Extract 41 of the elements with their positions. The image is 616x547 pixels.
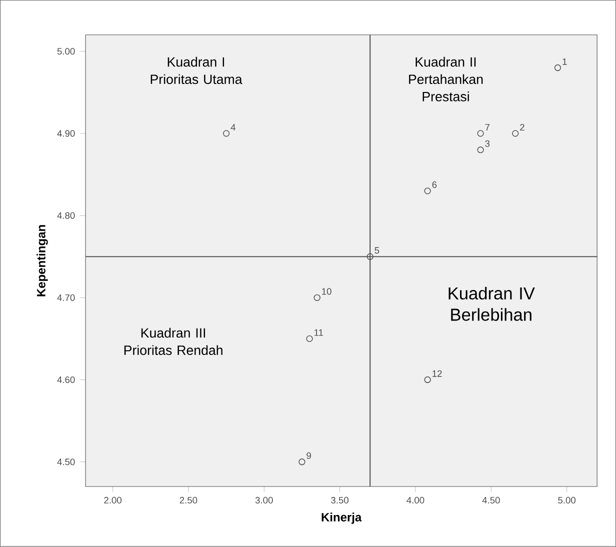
x-tick-label: 2.00: [104, 497, 122, 504]
annotation: Kuadran IV Berlebihan: [448, 286, 535, 321]
point: [298, 458, 306, 466]
y-axis-title: Kepentingan: [36, 225, 48, 296]
y-tick-label: 4.80: [57, 212, 75, 219]
annotation: 2: [520, 124, 524, 131]
x-tick-label: 4.00: [406, 497, 424, 504]
point: [424, 376, 431, 384]
annotation: 5: [374, 247, 380, 254]
annotation: 10: [322, 288, 332, 295]
annotation: 9: [306, 452, 311, 460]
point: [512, 130, 519, 137]
y-tick-label: 4.50: [57, 458, 75, 466]
point: [366, 253, 374, 260]
annotation: Kuadran III Prioritas Rendah: [124, 328, 222, 356]
annotation: 3: [485, 140, 490, 148]
x-tick-label: 2.50: [180, 497, 198, 504]
y-tick-label: 4.90: [57, 130, 75, 137]
annotation: Kuadran I Prioritas Utama: [150, 57, 242, 84]
y-tick-label: 4.60: [57, 376, 75, 384]
annotation: 1: [562, 58, 567, 65]
x-tick-label: 3.00: [255, 497, 273, 504]
annotation: 7: [485, 124, 490, 131]
point: [222, 130, 230, 137]
x-axis-title: Kinerja: [322, 512, 362, 524]
point: [554, 64, 562, 72]
point: [306, 336, 313, 342]
point: [314, 294, 320, 302]
point: [477, 146, 484, 154]
point: [477, 130, 484, 137]
annotation: 11: [314, 330, 324, 336]
annotation: 12: [432, 370, 442, 377]
annotation: 6: [432, 182, 437, 188]
x-tick-label: 5.00: [558, 497, 576, 504]
x-tick-label: 3.50: [331, 497, 349, 504]
x-tick-label: 4.50: [482, 497, 500, 504]
annotation: 4: [230, 124, 236, 131]
annotation: Kuadran II Pertahankan Prestasi: [409, 57, 483, 102]
point: [424, 188, 431, 194]
y-tick-label: 4.70: [57, 294, 75, 302]
y-tick-label: 5.00: [57, 48, 75, 55]
